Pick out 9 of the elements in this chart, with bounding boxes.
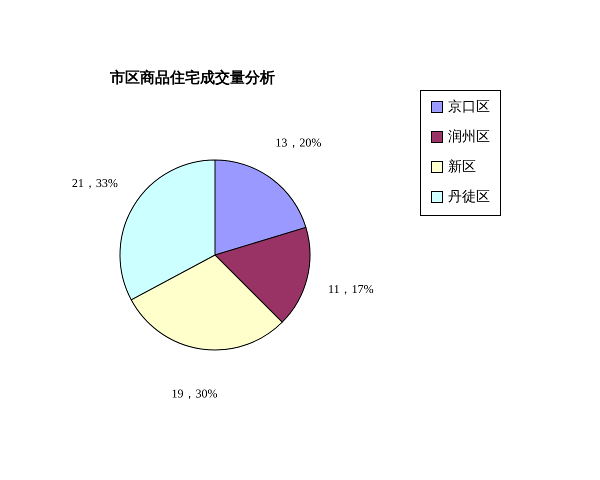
legend-label: 京口区 bbox=[448, 99, 490, 115]
legend-label: 新区 bbox=[448, 159, 476, 175]
data-label: 19，30% bbox=[171, 386, 218, 400]
data-label: 11，17% bbox=[328, 282, 374, 296]
chart-title: 市区商品住宅成交量分析 bbox=[109, 68, 275, 86]
legend-label: 润州区 bbox=[448, 129, 490, 145]
data-label: 13，20% bbox=[275, 136, 322, 150]
legend-label: 丹徒区 bbox=[448, 189, 490, 205]
data-label: 21，33% bbox=[72, 176, 118, 190]
